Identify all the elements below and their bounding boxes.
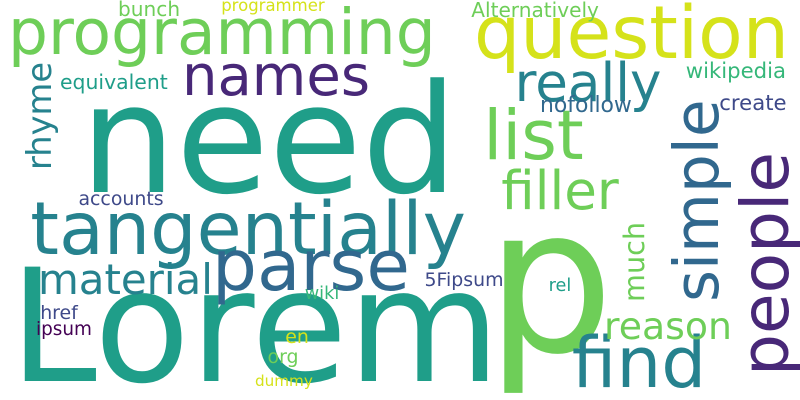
- cloud-word-rhyme: rhyme: [20, 61, 60, 170]
- cloud-word-question: question: [474, 0, 789, 77]
- cloud-word-lorem: Lorem: [9, 235, 501, 400]
- cloud-word-find: find: [571, 321, 707, 400]
- cloud-word-list: list: [483, 97, 584, 177]
- cloud-word-wikipedia: wikipedia: [685, 57, 786, 83]
- cloud-word-parse: parse: [212, 224, 410, 308]
- cloud-word-org: org: [267, 346, 299, 369]
- cloud-word-programming: programming: [8, 0, 436, 70]
- cloud-word-bunch: bunch: [118, 0, 181, 22]
- cloud-word-rel: rel: [548, 276, 572, 297]
- cloud-word-tangentially: tangentially: [30, 186, 466, 272]
- cloud-word-create: create: [719, 89, 787, 115]
- cloud-word-really: really: [514, 51, 662, 114]
- cloud-word-simple: simple: [662, 99, 734, 303]
- cloud-word-names: names: [182, 43, 370, 109]
- cloud-word-programmer: programmer: [221, 0, 325, 16]
- cloud-word-p: p: [486, 164, 614, 400]
- cloud-word-material: material: [38, 254, 213, 304]
- cloud-word-need: need: [80, 52, 458, 229]
- cloud-word-filler: filler: [501, 159, 619, 222]
- cloud-word-5fipsum: 5Fipsum: [424, 269, 504, 292]
- cloud-word-reason: reason: [604, 304, 732, 349]
- cloud-word-accounts: accounts: [78, 188, 164, 211]
- cloud-word-dummy: dummy: [255, 372, 313, 391]
- cloud-word-people: people: [726, 151, 800, 376]
- cloud-word-alternatively: Alternatively: [471, 0, 599, 23]
- cloud-word-much: much: [616, 221, 651, 302]
- cloud-word-equivalent: equivalent: [60, 70, 168, 95]
- cloud-word-en: en: [285, 326, 309, 349]
- cloud-word-wiki: wiki: [304, 284, 340, 305]
- cloud-word-nofollow: nofollow: [540, 92, 632, 118]
- cloud-word-href: href: [40, 302, 78, 325]
- cloud-word-ipsum: ipsum: [36, 318, 92, 340]
